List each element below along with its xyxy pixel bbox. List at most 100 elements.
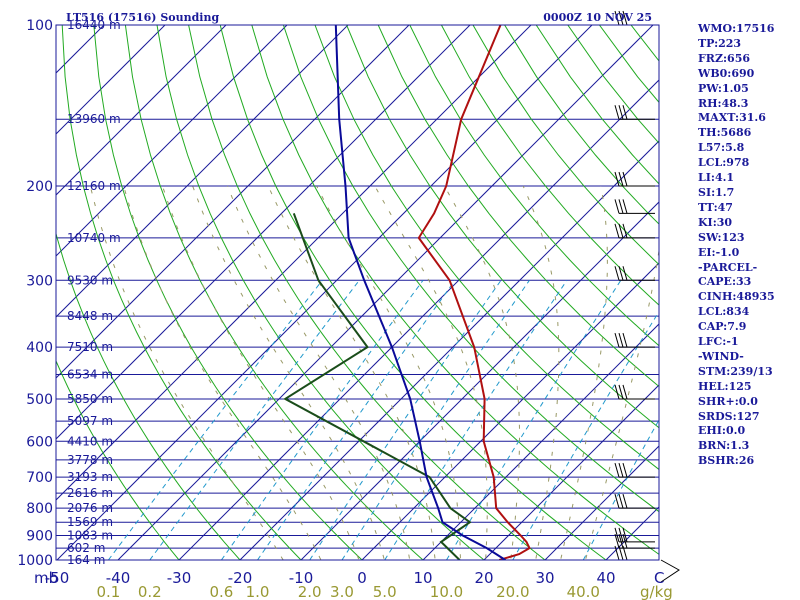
dry-adiabat-line <box>56 231 241 560</box>
wind-barb-flag <box>622 384 628 400</box>
wind-barb-flag <box>618 527 624 543</box>
mixing-ratio-label: 0.6 <box>209 583 233 600</box>
isotherm-line <box>56 25 227 196</box>
height-label: 3193 m <box>67 470 113 484</box>
index-item: BSHR:26 <box>698 454 755 468</box>
temperature-tick-label: 10 <box>413 569 432 587</box>
index-item: SRDS:127 <box>698 409 760 423</box>
height-label: 5097 m <box>67 414 113 428</box>
pressure-label: 300 <box>26 273 53 289</box>
index-item: CAPE:33 <box>698 275 752 289</box>
dry-adiabat-line <box>377 25 659 388</box>
mixing-ratio-line <box>512 310 659 560</box>
wind-barb <box>614 384 655 400</box>
moist-adiabat-line <box>192 185 385 560</box>
wind-barb <box>614 462 655 478</box>
index-item: PW:1.05 <box>698 81 749 95</box>
wind-barb-flag <box>622 266 628 281</box>
height-label: 164 m <box>67 553 105 567</box>
y-axis-label: mb <box>34 569 58 587</box>
wind-barb-flag <box>622 105 628 120</box>
temperature-tick-label: 40 <box>596 569 615 587</box>
pressure-label: 600 <box>26 434 53 450</box>
wind-barb-flag <box>618 533 624 549</box>
wind-barb <box>614 199 655 214</box>
wind-barb-flag <box>622 494 628 509</box>
isotherm-line <box>117 25 654 560</box>
temperature-tick-label: -10 <box>289 569 314 587</box>
mixing-ratio-label: 0.1 <box>96 583 120 600</box>
wind-barb-flag <box>618 10 624 26</box>
wind-barb-flag <box>614 332 620 348</box>
wind-barb-flag <box>614 462 620 478</box>
dry-adiabat-line <box>472 25 659 266</box>
wind-barb-flag <box>614 527 620 543</box>
wind-barb-flag <box>618 223 624 239</box>
index-item: SW:123 <box>698 230 745 244</box>
moist-adiabat-line <box>374 185 488 560</box>
plot-frame <box>55 24 660 561</box>
chart-title: LT516 (17516) Sounding <box>66 11 219 24</box>
index-item: CAP:7.9 <box>698 320 747 334</box>
wind-barb-flag <box>614 494 620 509</box>
index-item: STM:239/13 <box>698 364 773 378</box>
index-item: MAXT:31.6 <box>698 111 766 125</box>
wind-barb-flag <box>618 171 624 187</box>
index-item: TH:5686 <box>698 126 752 140</box>
temperature-tick-label: -30 <box>167 569 192 587</box>
dry-adiabat-line <box>56 359 180 560</box>
pressure-label: 900 <box>26 529 53 545</box>
temperature-line <box>417 25 531 560</box>
wind-barb-flag <box>622 545 628 561</box>
wind-barb-flag <box>614 171 620 187</box>
moist-adiabat-line <box>162 185 360 560</box>
wind-barb-flag <box>622 171 628 187</box>
isotherm-line <box>300 201 659 560</box>
dry-adiabat-line <box>219 25 607 560</box>
index-item: WMO:17516 <box>698 22 775 35</box>
height-label: 12160 m <box>67 179 121 193</box>
dry-adiabat-line <box>440 25 659 306</box>
wind-barb <box>614 533 655 549</box>
mixing-ratio-label: 3.0 <box>330 583 354 600</box>
x-axis-unit: C <box>654 569 664 587</box>
dry-adiabat-line <box>282 25 659 513</box>
mixing-ratio-line <box>149 279 360 560</box>
pressure-label: 1000 <box>17 553 53 569</box>
temperature-tick-label: 0 <box>357 569 367 587</box>
index-item: WB0:690 <box>698 66 755 80</box>
isotherm-line <box>56 25 532 501</box>
height-label: 13960 m <box>67 112 121 126</box>
index-item: -PARCEL- <box>698 260 758 274</box>
dewpoint-line <box>283 213 472 560</box>
height-label: 1083 m <box>67 529 113 543</box>
wind-barb-flag <box>622 223 628 239</box>
index-item: EHI:0.0 <box>698 424 746 438</box>
isotherm-line <box>56 25 410 379</box>
wind-barb-flag <box>622 462 628 478</box>
moist-adiabat-line <box>444 185 520 560</box>
isotherm-line <box>56 25 288 257</box>
wind-barb-flag <box>614 199 620 214</box>
height-label: 9530 m <box>67 273 113 287</box>
isotherm-line <box>56 25 166 135</box>
index-item: RH:48.3 <box>698 96 749 110</box>
height-label: 16440 m <box>67 18 121 32</box>
isotherm-line <box>56 25 593 560</box>
mixing-ratio-label: 1.0 <box>246 583 270 600</box>
height-label: 2076 m <box>67 501 113 515</box>
hodograph-marker <box>660 559 680 583</box>
height-label: 10740 m <box>67 231 121 245</box>
temperature-tick-label: -50 <box>45 569 70 587</box>
wind-barb-flag <box>614 533 620 549</box>
wind-barb-flag <box>622 527 628 543</box>
pressure-label: 700 <box>26 470 53 486</box>
index-item: TT:47 <box>698 200 733 214</box>
dry-adiabat-line <box>251 25 659 555</box>
index-item: SHR+:0.0 <box>698 394 758 408</box>
parcel-line <box>334 25 506 560</box>
isotherm-line <box>56 25 349 318</box>
wind-barb-flag <box>622 533 628 549</box>
mixing-ratio-line <box>341 280 530 560</box>
index-item: LCL:978 <box>698 156 750 170</box>
